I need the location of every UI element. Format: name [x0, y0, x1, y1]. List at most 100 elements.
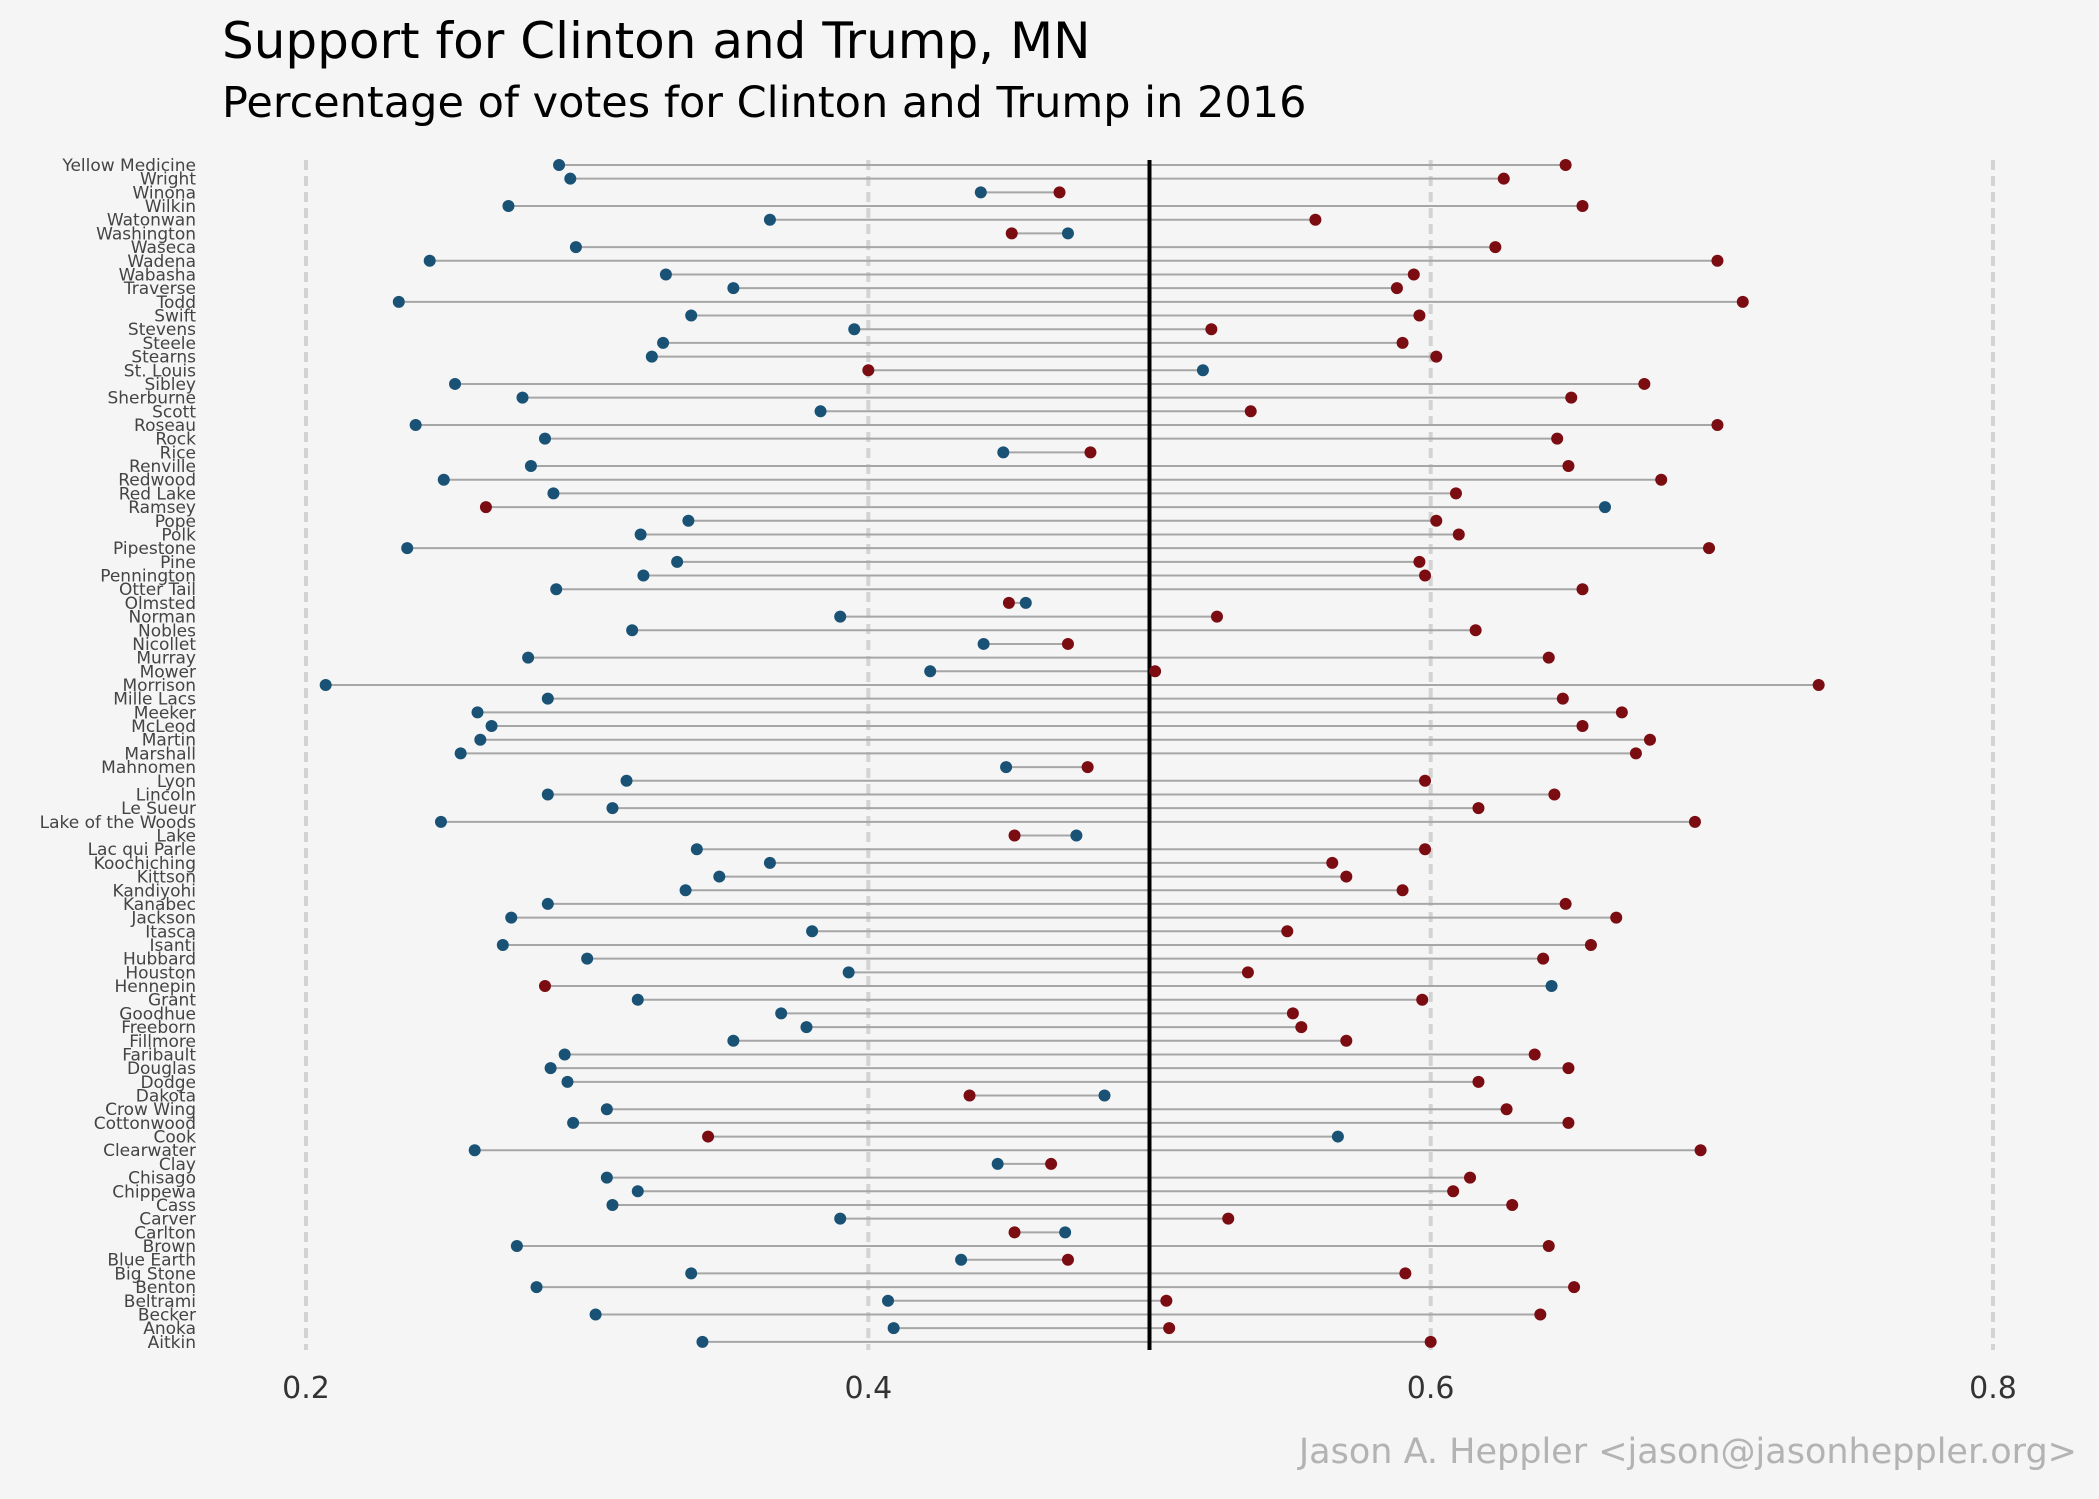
- clinton-point: [842, 966, 855, 979]
- clinton-point: [485, 720, 498, 733]
- trump-point: [1399, 1267, 1412, 1280]
- y-axis-label: Douglas: [127, 1059, 196, 1079]
- trump-point: [1610, 911, 1623, 924]
- trump-point: [1534, 1308, 1547, 1321]
- y-axis-label: Isanti: [150, 936, 196, 956]
- trump-point: [1472, 802, 1485, 815]
- y-axis-label: Wabasha: [119, 265, 196, 285]
- trump-point: [1340, 870, 1353, 883]
- clinton-point: [800, 1021, 813, 1034]
- trump-point: [1326, 856, 1339, 869]
- y-axis-label: McLeod: [131, 717, 196, 737]
- x-axis-labels: 0.2 0.4 0.6 0.8: [282, 1371, 2017, 1406]
- clinton-point: [454, 747, 467, 760]
- y-axis-label: Watonwan: [107, 211, 196, 231]
- y-axis-label: Pine: [160, 553, 196, 573]
- y-axis-label: Hennepin: [114, 977, 196, 997]
- y-axis-label: Faribault: [122, 1045, 196, 1065]
- trump-point: [1163, 1322, 1176, 1335]
- y-axis-label: Scott: [152, 402, 196, 422]
- y-axis-label: Houston: [125, 963, 196, 983]
- points: [319, 159, 1825, 1348]
- trump-point: [963, 1089, 976, 1102]
- trump-point: [1008, 1226, 1021, 1239]
- clinton-point: [657, 336, 670, 349]
- clinton-point: [685, 309, 698, 322]
- trump-point: [1615, 706, 1628, 719]
- y-axis-label: Rock: [155, 430, 196, 450]
- y-axis-label: Yellow Medicine: [61, 156, 196, 176]
- clinton-point: [685, 1267, 698, 1280]
- y-axis-label: Jackson: [130, 909, 196, 929]
- y-axis-label: Martin: [142, 731, 196, 751]
- clinton-point: [530, 1281, 543, 1294]
- clinton-point: [505, 911, 518, 924]
- clinton-point: [991, 1157, 1004, 1170]
- y-axis-label: Renville: [129, 457, 196, 477]
- trump-point: [1084, 446, 1097, 459]
- y-axis-label: Aitkin: [148, 1333, 196, 1353]
- clinton-point: [550, 583, 563, 596]
- trump-point: [1210, 610, 1223, 623]
- trump-point: [1340, 1034, 1353, 1047]
- trump-point: [1396, 336, 1409, 349]
- trump-point: [1812, 678, 1825, 691]
- clinton-point: [682, 514, 695, 527]
- trump-point: [1542, 651, 1555, 664]
- trump-point: [1081, 761, 1094, 774]
- clinton-point: [606, 802, 619, 815]
- trump-point: [1005, 227, 1018, 240]
- clinton-point: [496, 938, 509, 951]
- y-axis-label: Meeker: [134, 703, 196, 723]
- clinton-point: [977, 637, 990, 650]
- y-axis-label: Nicollet: [132, 635, 196, 655]
- clinton-point: [924, 665, 937, 678]
- caption: Jason A. Heppler <jason@jasonheppler.org…: [1298, 1432, 2077, 1472]
- x-tick-label: 0.8: [1969, 1371, 2017, 1406]
- y-axis-label: Lyon: [157, 772, 196, 792]
- clinton-point: [606, 1198, 619, 1211]
- clinton-point: [522, 651, 535, 664]
- trump-point: [1562, 1116, 1575, 1129]
- y-axis-label: Goodhue: [119, 1004, 196, 1024]
- trump-point: [1703, 542, 1716, 555]
- clinton-point: [1070, 829, 1083, 842]
- clinton-point: [882, 1294, 895, 1307]
- trump-point: [702, 1130, 715, 1143]
- y-axis-label: Brown: [143, 1237, 196, 1257]
- y-axis-label: Lake: [156, 827, 196, 847]
- y-axis-label: Freeborn: [121, 1018, 196, 1038]
- y-axis-label: Pennington: [100, 567, 196, 587]
- trump-point: [1576, 583, 1589, 596]
- trump-point: [1489, 241, 1502, 254]
- y-axis-label: Todd: [156, 293, 196, 313]
- clinton-point: [1598, 501, 1611, 514]
- y-axis-label: Cook: [153, 1128, 196, 1148]
- trump-point: [1556, 692, 1569, 705]
- y-axis-label: Rice: [160, 443, 196, 463]
- trump-point: [1407, 268, 1420, 281]
- clinton-point: [637, 569, 650, 582]
- trump-point: [1295, 1021, 1308, 1034]
- clinton-point: [1059, 1226, 1072, 1239]
- clinton-point: [553, 159, 566, 171]
- clinton-point: [434, 815, 447, 828]
- trump-point: [1576, 200, 1589, 213]
- clinton-point: [401, 542, 414, 555]
- trump-point: [1472, 1075, 1485, 1088]
- clinton-point: [727, 282, 740, 295]
- trump-point: [1643, 733, 1656, 746]
- y-axis-label: Olmsted: [125, 594, 196, 614]
- y-axis-label: Itasca: [145, 922, 196, 942]
- trump-point: [1711, 418, 1724, 431]
- trump-point: [1551, 432, 1564, 445]
- y-axis-label: Wadena: [127, 252, 196, 272]
- clinton-point: [626, 624, 639, 637]
- y-axis-label: Redwood: [118, 471, 196, 491]
- clinton-point: [437, 473, 450, 486]
- y-axis-label: Stearns: [131, 348, 196, 368]
- y-axis-label: Waseca: [131, 238, 196, 258]
- clinton-point: [1196, 364, 1209, 377]
- trump-point: [1638, 377, 1651, 390]
